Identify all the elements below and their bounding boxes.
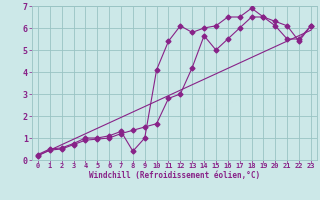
- X-axis label: Windchill (Refroidissement éolien,°C): Windchill (Refroidissement éolien,°C): [89, 171, 260, 180]
